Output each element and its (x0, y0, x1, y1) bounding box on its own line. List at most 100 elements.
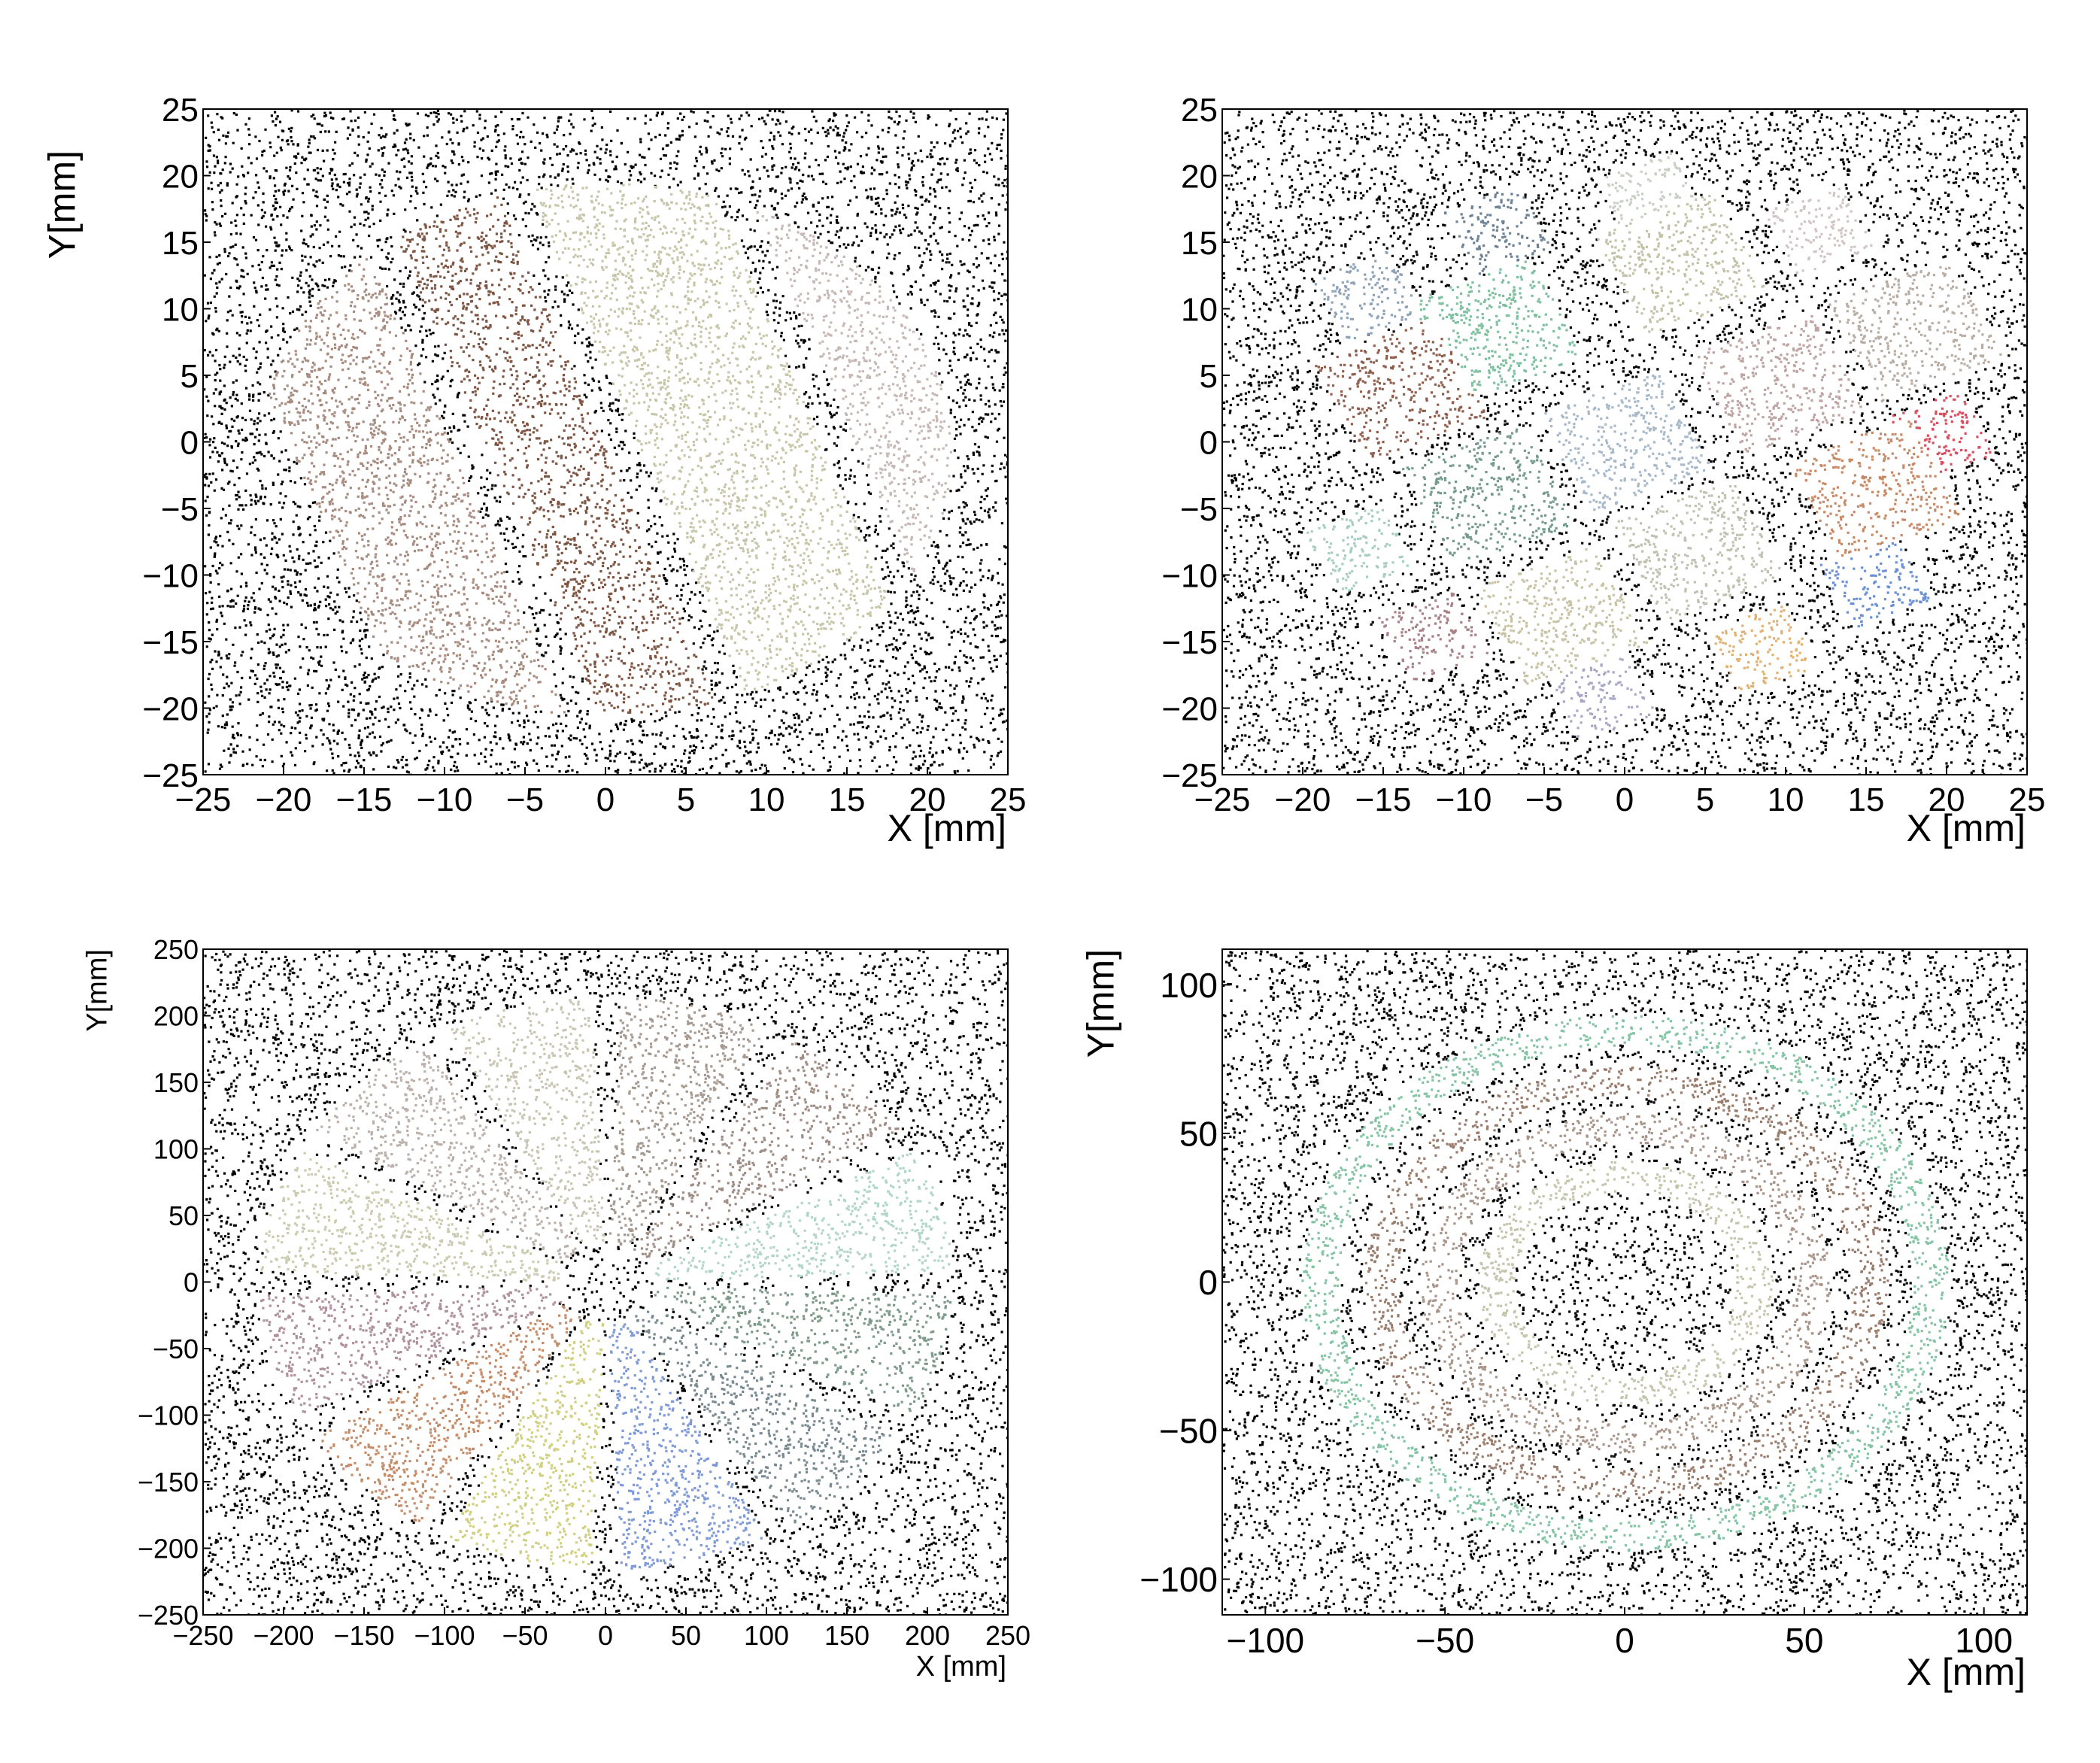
cluster-5-points (654, 1286, 952, 1413)
y-tick-label: 50 (168, 1200, 199, 1231)
y-tick-label: −50 (1159, 1412, 1218, 1451)
chart-panel-bottom-left: −250 −200 −150 −100 −50 0 50 100 150 200 250 −250 −2… (81, 934, 1030, 1683)
cluster-3-points (633, 1042, 900, 1258)
cluster-1-points (451, 999, 605, 1243)
cluster-2-points (400, 196, 714, 715)
y-tick-label: −25 (142, 757, 199, 794)
x-axis-label: X [mm] (1907, 807, 2026, 849)
y-tick-label: −200 (138, 1533, 199, 1564)
y-tick-label: 0 (181, 424, 199, 461)
cluster-4-points (1402, 428, 1570, 560)
y-tick-label: 10 (1181, 291, 1218, 328)
cluster-19-points (1605, 152, 1694, 224)
x-tick-label: 0 (1616, 781, 1634, 818)
x-tick-label: 20 (1929, 781, 1965, 818)
y-tick-label: 25 (1181, 92, 1218, 129)
x-tick-label: 50 (671, 1620, 701, 1651)
y-tick-label: 15 (1181, 225, 1218, 262)
cluster-2-points (1419, 260, 1577, 391)
x-tick-label: 15 (1848, 781, 1885, 818)
y-tick-label: 5 (181, 358, 199, 395)
y-tick-label: 20 (162, 158, 199, 195)
x-tick-label: 50 (1785, 1621, 1823, 1660)
y-tick-label: −5 (161, 491, 199, 528)
x-tick-label: 5 (1696, 781, 1714, 818)
x-tick-label: −15 (1355, 781, 1412, 818)
x-tick-label: 150 (824, 1620, 869, 1651)
x-tick-label: 10 (748, 781, 785, 818)
y-tick-label: −100 (1140, 1560, 1218, 1599)
points-layer (203, 109, 1008, 775)
x-tick-label: −20 (256, 781, 312, 818)
x-tick-label: −250 (172, 1620, 233, 1651)
x-axis-label: X [mm] (916, 1651, 1006, 1683)
x-tick-label: 25 (990, 781, 1027, 818)
cluster-15-points (1819, 542, 1930, 628)
x-tick-label: 15 (829, 781, 866, 818)
noise-points (203, 109, 1008, 775)
cluster-11-points (1306, 508, 1409, 592)
cluster-1-points (1477, 1161, 1774, 1405)
x-tick-label: 100 (744, 1620, 789, 1651)
cluster-12-points (1714, 605, 1807, 690)
y-tick-label: −10 (1161, 557, 1218, 594)
cluster-3-points (1597, 195, 1765, 333)
cluster-11-points (260, 1152, 560, 1282)
x-tick-label: 0 (596, 781, 615, 818)
x-tick-label: −15 (336, 781, 393, 818)
y-tick-label: 250 (153, 934, 199, 965)
y-tick-label: 25 (162, 92, 199, 129)
y-tick-label: 0 (1200, 424, 1218, 461)
y-tick-label: −15 (1161, 624, 1218, 661)
y-tick-label: 10 (162, 291, 199, 328)
y-tick-label: 200 (153, 1000, 199, 1031)
y-tick-label: 50 (1179, 1115, 1218, 1154)
y-tick-label: 5 (1200, 358, 1218, 395)
x-tick-label: −25 (175, 781, 232, 818)
x-tick-label: 0 (598, 1620, 613, 1651)
cluster-6-points (1698, 315, 1862, 453)
y-axis-label: Y[mm] (41, 150, 83, 259)
x-tick-label: 0 (1615, 1621, 1634, 1660)
x-tick-label: 20 (909, 781, 946, 818)
y-tick-label: −100 (138, 1400, 199, 1431)
cluster-1-points (269, 258, 566, 714)
cluster-17-points (1378, 592, 1489, 681)
x-tick-label: 5 (677, 781, 695, 818)
cluster-8-points (450, 1320, 605, 1566)
y-tick-label: −150 (138, 1467, 199, 1497)
cluster-4-points (756, 211, 953, 572)
x-tick-label: 250 (985, 1620, 1030, 1651)
y-tick-label: 150 (153, 1067, 199, 1098)
x-tick-label: −20 (1275, 781, 1331, 818)
cluster-9-points (1795, 420, 1960, 557)
cluster-13-points (1443, 191, 1549, 275)
x-tick-label: −100 (414, 1620, 475, 1651)
noise-points (1222, 109, 2027, 775)
y-tick-label: 15 (162, 225, 199, 262)
cluster-7-points (608, 1323, 763, 1570)
x-tick-label: −50 (1416, 1621, 1474, 1660)
cluster-8-points (1615, 485, 1781, 620)
x-tick-label: −150 (333, 1620, 394, 1651)
cluster-16-points (1555, 657, 1654, 738)
cluster-4-points (655, 1152, 951, 1281)
x-tick-label: 100 (1955, 1621, 2013, 1660)
x-tick-label: 25 (2009, 781, 2046, 818)
chart-panel-top-left: −25 −20 −15 −10 −5 0 5 10 15 20 25 −25 −20 −15 −10 −5 0 5… (41, 92, 1027, 849)
y-tick-label: 0 (184, 1267, 199, 1297)
cluster-20-points (1768, 187, 1873, 275)
x-tick-label: −50 (502, 1620, 548, 1651)
y-tick-label: 100 (1160, 966, 1218, 1005)
cluster-10-points (260, 1285, 562, 1413)
y-axis-label: Y[mm] (81, 949, 113, 1032)
y-tick-label: −5 (1180, 491, 1218, 528)
y-tick-label: −15 (142, 624, 199, 661)
cluster-5-points (1544, 374, 1710, 511)
y-tick-label: 20 (1181, 158, 1218, 195)
cluster-18-points (1314, 250, 1413, 340)
x-tick-label: −10 (1436, 781, 1492, 818)
x-tick-label: −5 (506, 781, 544, 818)
points-layer (1222, 949, 2027, 1615)
